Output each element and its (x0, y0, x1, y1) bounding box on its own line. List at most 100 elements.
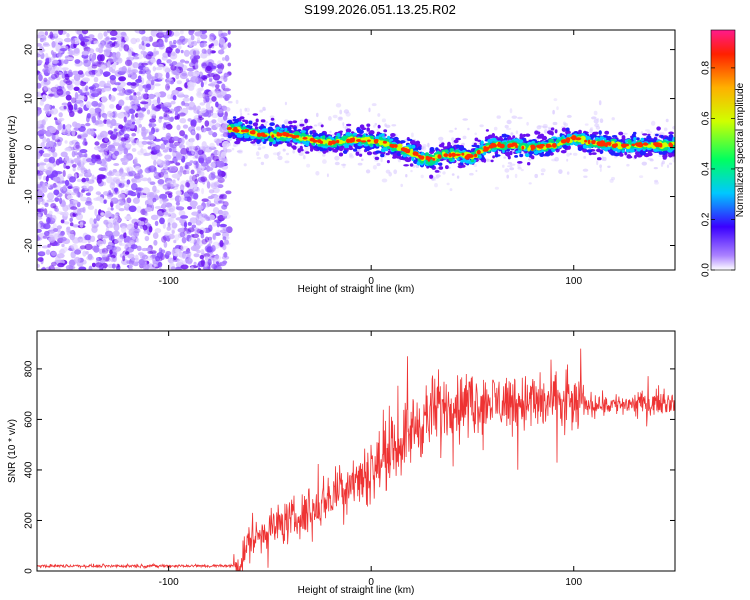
noise-speckle (200, 33, 208, 40)
faint-speckle (566, 171, 570, 175)
noise-speckle (145, 43, 151, 48)
noise-speckle (73, 158, 80, 163)
noise-speckle (87, 253, 93, 260)
noise-speckle (220, 151, 227, 158)
noise-speckle (45, 57, 50, 65)
ridge-cell (292, 120, 298, 124)
noise-speckle (208, 36, 214, 42)
faint-speckle (509, 167, 515, 171)
noise-speckle (54, 70, 60, 78)
faint-speckle (584, 123, 589, 126)
noise-speckle (93, 245, 100, 253)
noise-speckle (85, 158, 93, 163)
noise-speckle (102, 71, 111, 77)
ridge-cell (429, 148, 434, 152)
noise-speckle (42, 153, 51, 158)
noise-speckle (198, 157, 205, 164)
noise-speckle (215, 207, 219, 214)
noise-speckle (53, 266, 61, 270)
ridge-cell (304, 118, 308, 124)
noise-speckle (173, 106, 181, 113)
ridge-cell (668, 134, 674, 139)
noise-speckle (63, 221, 70, 225)
noise-speckle (110, 118, 117, 127)
faint-speckle (596, 160, 599, 166)
noise-speckle (60, 248, 65, 255)
noise-speckle (168, 233, 175, 240)
faint-speckle (235, 99, 239, 104)
noise-speckle (156, 41, 165, 47)
noise-speckle (68, 230, 74, 234)
ridge-cell (338, 146, 344, 152)
spectrogram-cells (37, 30, 675, 270)
ridge-cell (417, 146, 422, 151)
noise-speckle (194, 227, 201, 235)
faint-speckle (328, 116, 332, 121)
faint-speckle (663, 127, 668, 132)
noise-speckle (85, 192, 91, 196)
ridge-cell (653, 147, 658, 152)
noise-speckle (82, 30, 89, 35)
noise-speckle (123, 232, 127, 239)
noise-speckle (106, 176, 113, 184)
faint-speckle (334, 161, 340, 166)
ridge-cell (621, 149, 626, 153)
noise-speckle (159, 217, 165, 225)
noise-speckle (210, 81, 216, 88)
faint-speckle (494, 186, 499, 190)
noise-speckle (179, 138, 184, 143)
ridge-cell (445, 165, 449, 170)
noise-speckle (65, 90, 71, 96)
noise-speckle (123, 106, 130, 111)
noise-speckle (164, 147, 171, 151)
faint-speckle (318, 150, 321, 154)
noise-speckle (146, 140, 155, 145)
noise-speckle (47, 148, 52, 152)
noise-speckle (47, 62, 53, 68)
noise-speckle (127, 155, 133, 159)
faint-speckle (640, 131, 644, 135)
noise-speckle (147, 177, 152, 184)
ridge-cell (633, 137, 637, 141)
noise-speckle (77, 109, 83, 114)
noise-speckle (63, 59, 69, 65)
noise-speckle (211, 173, 216, 179)
noise-speckle (162, 66, 170, 72)
noise-speckle (141, 177, 149, 182)
ridge-cell (227, 134, 233, 139)
faint-speckle (475, 169, 478, 172)
noise-speckle (148, 93, 155, 100)
noise-speckle (123, 44, 130, 52)
noise-speckle (219, 229, 228, 234)
faint-speckle (660, 162, 664, 167)
noise-speckle (120, 190, 125, 195)
faint-speckle (420, 174, 424, 179)
noise-speckle (202, 75, 208, 81)
noise-speckle (81, 166, 85, 170)
noise-speckle (217, 60, 222, 66)
noise-speckle (141, 93, 148, 100)
noise-speckle (148, 267, 155, 270)
noise-speckle (182, 170, 188, 175)
noise-speckle (165, 123, 173, 130)
noise-speckle (54, 197, 60, 203)
noise-speckle (204, 255, 209, 261)
noise-speckle (77, 191, 81, 198)
noise-speckle (65, 80, 73, 86)
noise-speckle (128, 108, 136, 114)
noise-speckle (50, 86, 59, 93)
faint-speckle (374, 122, 378, 126)
noise-speckle (131, 183, 138, 191)
noise-speckle (193, 192, 199, 200)
noise-speckle (177, 112, 186, 117)
faint-speckle (292, 149, 296, 154)
noise-speckle (164, 38, 168, 43)
noise-speckle (221, 83, 226, 90)
noise-speckle (38, 129, 47, 135)
noise-speckle (214, 232, 221, 236)
noise-speckle (143, 152, 151, 156)
noise-speckle (159, 116, 163, 120)
noise-speckle (100, 43, 105, 48)
faint-speckle (609, 178, 614, 183)
noise-speckle (43, 223, 51, 230)
